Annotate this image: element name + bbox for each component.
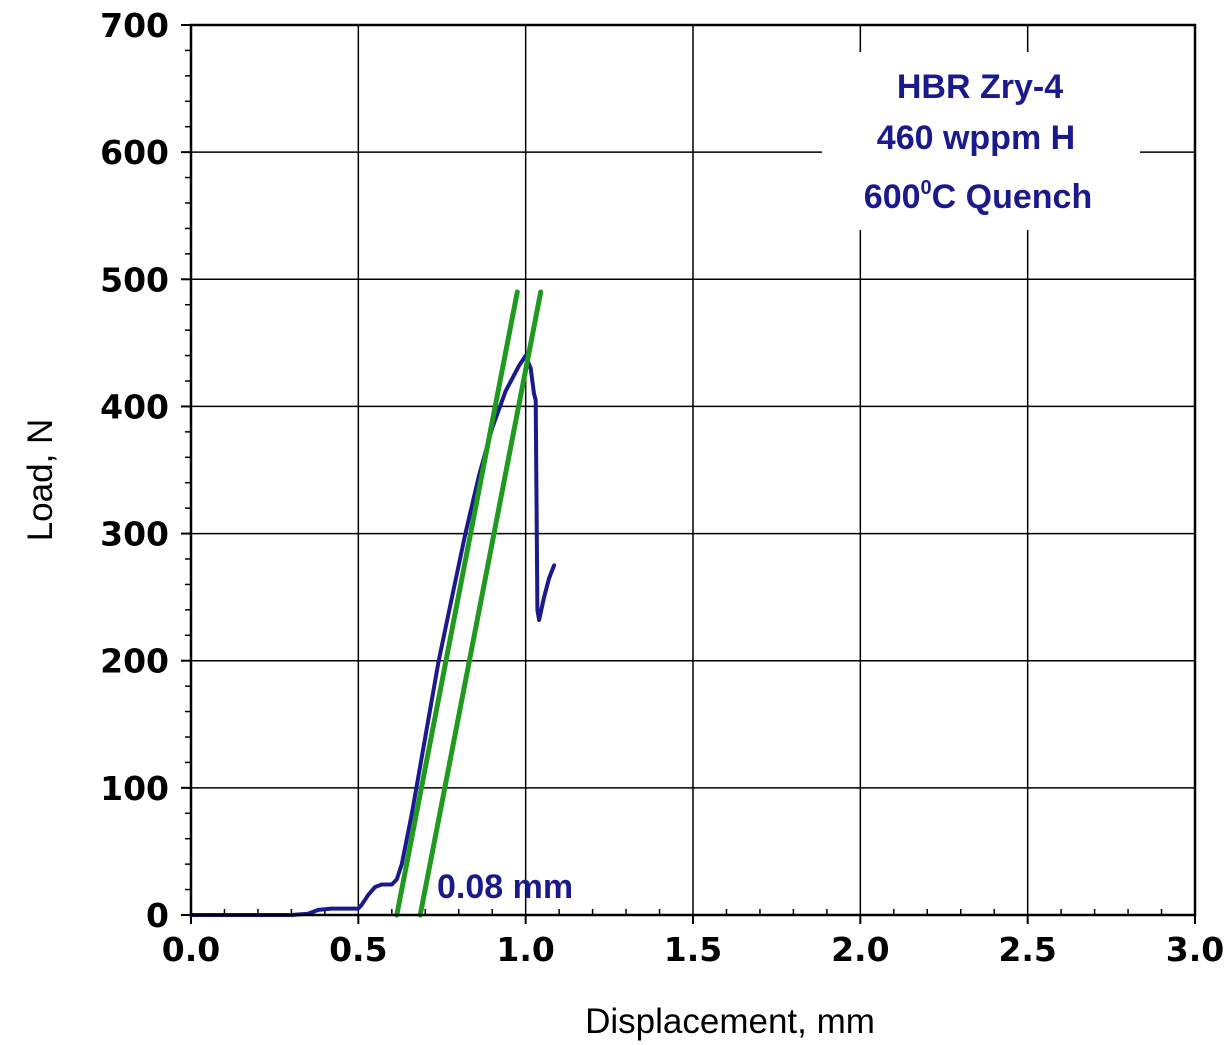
annotation-background	[822, 52, 1140, 230]
y-tick-label-3: 300	[100, 515, 169, 554]
annotation-temp: 600	[864, 178, 921, 216]
annotation-line-3: 6000C Quench	[864, 177, 1092, 216]
x-tick-label-4: 2.0	[831, 930, 889, 969]
offset-line-2	[417, 289, 544, 918]
x-tick-label-1: 0.5	[329, 930, 387, 969]
y-tick-label-7: 700	[100, 6, 169, 45]
plot-frame	[189, 23, 1197, 917]
y-tick-labels: 0 100 200 300 400 500 600 700	[100, 6, 169, 935]
annotation-quench: C Quench	[932, 178, 1093, 216]
offset-line-1	[394, 289, 520, 918]
x-tick-label-6: 3.0	[1166, 930, 1224, 969]
y-tick-label-4: 400	[100, 387, 169, 426]
x-tick-label-3: 1.5	[664, 930, 722, 969]
x-tick-label-2: 1.0	[496, 930, 554, 969]
series-layer	[189, 289, 557, 918]
y-tick-label-5: 500	[100, 260, 169, 299]
x-tick-labels: 0.0 0.5 1.0 1.5 2.0 2.5 3.0	[162, 930, 1224, 969]
y-tick-label-6: 600	[100, 133, 169, 172]
annotation-line-2: 460 wppm H	[877, 119, 1075, 157]
annotation-degree: 0	[921, 177, 932, 199]
x-axis-title: Displacement, mm	[585, 1002, 875, 1041]
y-axis-title: Load, N	[21, 419, 60, 542]
offset-label: 0.08 mm	[437, 868, 573, 906]
annotation-line-1: HBR Zry-4	[897, 68, 1063, 106]
y-tick-label-2: 200	[100, 642, 169, 681]
y-tick-label-1: 100	[100, 769, 169, 808]
data-series-line	[189, 353, 557, 917]
y-tick-label-0: 0	[146, 896, 169, 935]
x-tick-label-5: 2.5	[998, 930, 1056, 969]
x-tick-label-0: 0.0	[162, 930, 220, 969]
